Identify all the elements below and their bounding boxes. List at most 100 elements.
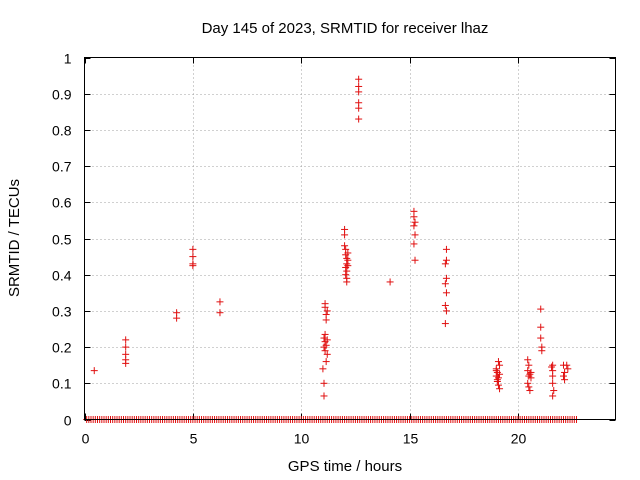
y-tick-label: 0.3 [52,304,72,320]
y-tick-label: 0 [64,413,72,429]
data-point [322,316,330,324]
data-point [341,242,349,250]
data-point [410,240,418,248]
data-point [549,372,557,380]
data-point [549,392,557,400]
data-point [321,347,329,355]
data-point [410,213,418,221]
data-point [496,370,504,378]
data-point [525,383,533,391]
data-point [355,88,363,96]
y-tick-label: 0.6 [52,195,72,211]
data-point [320,334,328,342]
y-tick-label: 0.5 [52,232,72,248]
data-point [216,298,224,306]
data-point [442,256,450,264]
x-tick-label: 0 [82,431,90,447]
data-point [493,376,501,384]
x-tick-label: 10 [294,431,310,447]
data-point [216,309,224,317]
data-point [343,278,351,286]
data-point [90,367,98,375]
data-point [527,374,535,382]
data-point [494,381,502,389]
data-point [410,222,418,230]
data-point [442,307,450,315]
axis-ticks [84,57,616,421]
y-tick-label: 0.1 [52,376,72,392]
y-tick-label: 0.7 [52,159,72,175]
tick-labels: 00.10.20.30.40.50.60.70.80.910 5 10 15 20 [52,51,526,447]
data-point [492,367,500,375]
data-point [320,343,328,351]
y-tick-label: 0.9 [52,87,72,103]
data-point [525,361,533,369]
data-point [344,249,352,257]
data-point [563,361,571,369]
data-point [526,370,534,378]
data-point [538,347,546,355]
data-point [189,253,197,261]
data-point [442,245,450,253]
data-point [320,392,328,400]
data-point [559,372,567,380]
data-point [526,387,534,395]
data-point [411,218,419,226]
data-point [341,231,349,239]
x-axis-label: GPS time / hours [288,458,402,475]
y-tick-label: 0.2 [52,340,72,356]
data-point [343,267,351,275]
data-point [386,278,394,286]
data-point [524,379,532,387]
data-point [355,115,363,123]
data-point [321,303,329,311]
x-tick-label: 15 [403,431,419,447]
data-point [537,323,545,331]
data-point [441,260,449,268]
data-point [561,376,569,384]
y-tick-label: 0.4 [52,268,72,284]
data-point [496,385,504,393]
grid [84,57,616,420]
data-point [319,365,327,373]
data-point [122,359,130,367]
data-point [322,358,330,366]
data-point [344,262,352,270]
data-point [122,336,130,344]
data-point [537,305,545,313]
data-point [320,379,328,387]
data-point [343,260,351,268]
data-point [173,314,181,322]
y-tick-label: 0.8 [52,123,72,139]
data-point [524,367,532,375]
data-point [524,356,532,364]
data-point [494,374,502,382]
y-axis-label: SRMTID / TECUs [6,179,23,297]
y-tick-label: 1 [64,51,72,67]
data-point [496,361,504,369]
data-point [411,256,419,264]
x-tick-label: 20 [511,431,527,447]
data-point [442,289,450,297]
data-point [122,343,130,351]
data-point [564,365,572,373]
data-point [494,358,502,366]
plot-frame [84,57,616,420]
data-point [548,363,556,371]
chart-title: Day 145 of 2023, SRMTID for receiver lha… [202,20,489,37]
data-point [537,334,545,342]
x-tick-label: 5 [190,431,198,447]
data-point [442,274,450,282]
data-point [321,330,329,338]
data-point [355,104,363,112]
data-point [189,245,197,253]
data-point [189,262,197,270]
data-point [441,320,449,328]
data-point [441,301,449,309]
data-point [323,336,331,344]
data-point [323,350,331,358]
data-point [355,75,363,83]
data-point [323,307,331,315]
